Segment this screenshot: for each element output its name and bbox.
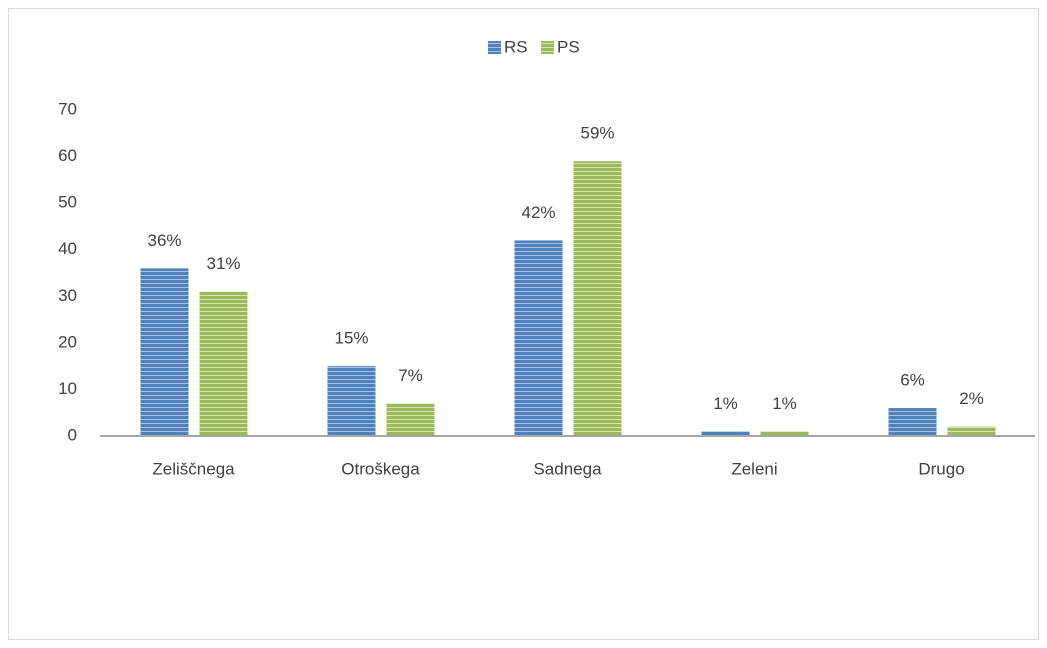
- value-label: 36%: [147, 231, 181, 250]
- bar: [514, 240, 563, 436]
- value-label: 1%: [713, 394, 738, 413]
- value-label: 42%: [521, 203, 555, 222]
- y-tick-label: 20: [58, 332, 77, 351]
- x-tick-label: Zeliščnega: [152, 459, 235, 478]
- bar: [760, 431, 809, 436]
- x-tick-label: Zeleni: [731, 459, 777, 478]
- legend-label: PS: [557, 37, 580, 56]
- y-tick-label: 0: [68, 425, 77, 444]
- bar: [947, 426, 996, 436]
- value-label: 2%: [959, 389, 984, 408]
- bar: [199, 291, 248, 436]
- x-tick-label: Otroškega: [341, 459, 420, 478]
- bar: [140, 268, 189, 436]
- x-tick-label: Sadnega: [533, 459, 602, 478]
- value-label: 7%: [398, 366, 423, 385]
- y-tick-label: 40: [58, 239, 77, 258]
- x-tick-label: Drugo: [918, 459, 964, 478]
- y-tick-label: 60: [58, 146, 77, 165]
- bar: [386, 403, 435, 436]
- value-label: 15%: [334, 329, 368, 348]
- bar: [573, 161, 622, 436]
- y-tick-label: 70: [58, 99, 77, 118]
- bar: [701, 431, 750, 436]
- value-label: 6%: [900, 371, 925, 390]
- y-tick-label: 50: [58, 193, 77, 212]
- value-label: 31%: [206, 254, 240, 273]
- chart-border: [8, 8, 1039, 640]
- value-label: 59%: [580, 124, 614, 143]
- legend-swatch: [488, 41, 501, 54]
- legend-label: RS: [504, 37, 528, 56]
- y-tick-label: 10: [58, 379, 77, 398]
- value-label: 1%: [772, 394, 797, 413]
- y-tick-label: 30: [58, 286, 77, 305]
- bar: [327, 366, 376, 436]
- legend-swatch: [541, 41, 554, 54]
- bar: [888, 408, 937, 436]
